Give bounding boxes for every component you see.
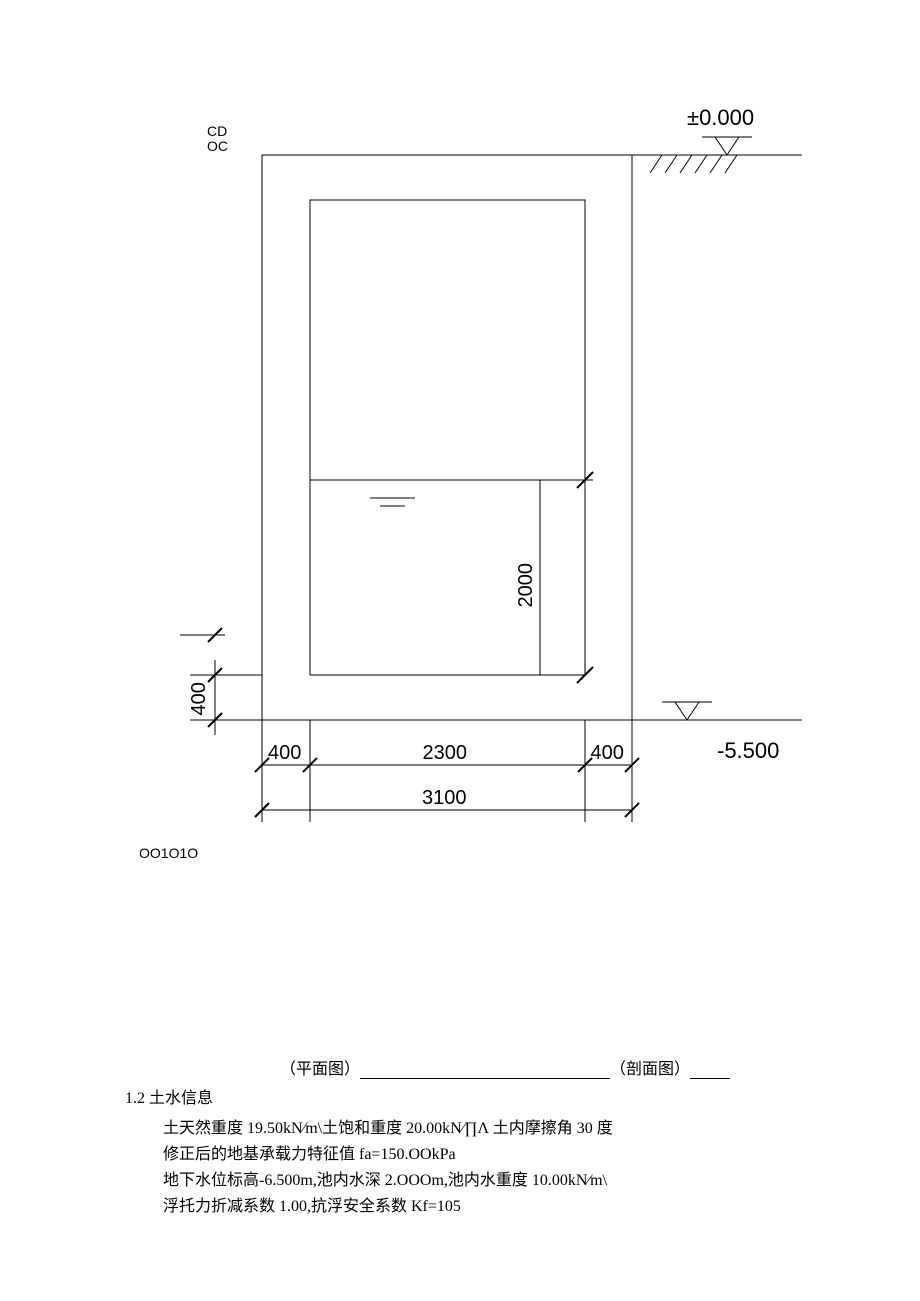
info-line-4: 浮托力折减系数 1.00,抗浮安全系数 Kf=105 xyxy=(125,1194,613,1220)
svg-text:2300: 2300 xyxy=(423,742,468,764)
plan-label: （平面图） xyxy=(280,1055,360,1079)
figure-labels-row: （平面图） （剖面图） xyxy=(100,1055,820,1079)
section-1-2-title: 1.2 土水信息 xyxy=(125,1086,613,1112)
diagram-svg: ±0.000 -5.500 2000 400 2300 400 3100 400 xyxy=(0,0,920,900)
info-line-2: 修正后的地基承载力特征值 fa=150.OOkPa xyxy=(125,1142,613,1168)
svg-text:-5.500: -5.500 xyxy=(717,738,779,763)
section-diagram: CD OC OO1O1O ±0.000-5.500200040023004003… xyxy=(0,0,920,870)
info-line-1: 土天然重度 19.50kN∕m\土饱和重度 20.00kN∕∏Λ 土内摩擦角 3… xyxy=(125,1116,613,1142)
info-line-3: 地下水位标高-6.500m,池内水深 2.OOOm,池内水重度 10.00kN∕… xyxy=(125,1168,613,1194)
svg-text:400: 400 xyxy=(591,742,624,764)
underline-2 xyxy=(690,1055,730,1079)
soil-water-info: 1.2 土水信息 土天然重度 19.50kN∕m\土饱和重度 20.00kN∕∏… xyxy=(125,1086,613,1220)
svg-text:2000: 2000 xyxy=(515,563,537,608)
section-label: （剖面图） xyxy=(610,1055,690,1079)
underline-1 xyxy=(360,1055,610,1079)
svg-text:3100: 3100 xyxy=(422,787,467,809)
svg-text:±0.000: ±0.000 xyxy=(687,105,754,130)
svg-text:400: 400 xyxy=(188,682,210,715)
svg-text:400: 400 xyxy=(268,742,301,764)
